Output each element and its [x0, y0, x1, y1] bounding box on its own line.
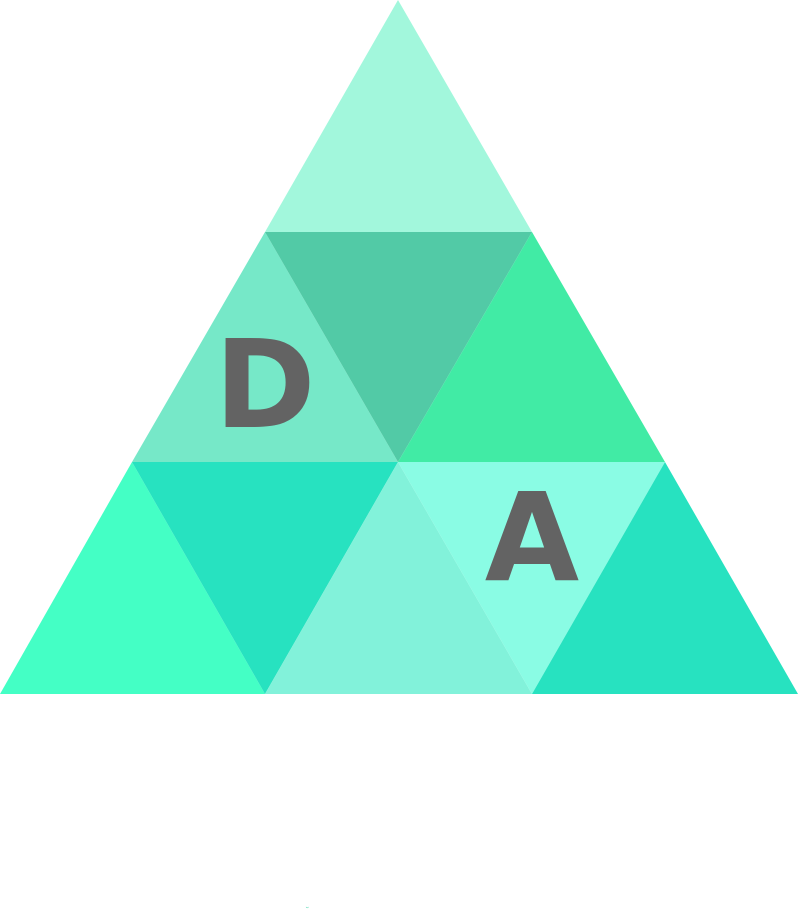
footer-mark: ˘ — [305, 907, 310, 917]
logo-tile-bottom-right — [532, 462, 798, 694]
logo-tile-top — [265, 0, 532, 232]
logo-letter-a: A — [485, 467, 579, 609]
logo-tile-bottom-left — [0, 462, 265, 694]
logo-tile-mid-left — [132, 232, 398, 462]
logo-tile-bottom-center-right — [398, 462, 665, 694]
logo-tile-bottom-center — [265, 462, 532, 694]
logo-letter-d: D — [214, 314, 315, 456]
logo-tile-bottom-left-inverted — [132, 462, 398, 694]
logo-tile-mid-right — [398, 232, 665, 462]
logo-tile-mid-center — [265, 232, 532, 462]
